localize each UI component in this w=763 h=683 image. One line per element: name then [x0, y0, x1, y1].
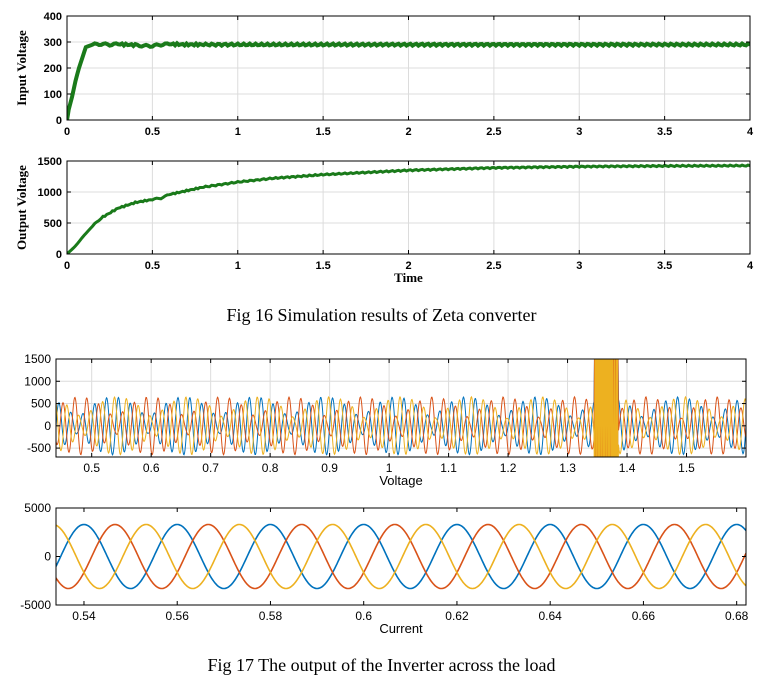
inverter-current-ytick-label: 0: [44, 550, 51, 564]
inverter-current-series-line-1: [56, 523, 746, 590]
output-voltage-plot-area: [67, 163, 750, 254]
input-voltage-xtick-label: 3: [576, 126, 582, 138]
inverter-voltage-xtick-label: 0.9: [321, 461, 338, 475]
output-voltage-xtick-label: 3.5: [657, 260, 672, 272]
inverter-voltage-ytick-label: 1500: [24, 352, 51, 366]
output-voltage-xlabel: Time: [394, 270, 423, 285]
input-voltage-xtick-label: 1: [235, 126, 241, 138]
input-voltage-series-line: [67, 40, 750, 120]
inverter-voltage-ytick-label: 0: [44, 419, 51, 433]
input-voltage-xtick-label: 1.5: [315, 126, 330, 138]
inverter-voltage-axes-frame: [55, 358, 747, 458]
output-voltage-xtick-label: 2.5: [486, 260, 501, 272]
input-voltage-ylabel: Input Voltage: [14, 30, 29, 106]
inverter-voltage-xlabel: Voltage: [379, 473, 422, 488]
output-voltage-ytick-label: 0: [56, 249, 62, 261]
input-voltage-xtick-label: 4: [747, 126, 754, 138]
inverter-voltage-ytick-label: 1000: [24, 374, 51, 388]
inverter-voltage-series-line-1: [56, 359, 746, 457]
inverter-current-xtick-label: 0.58: [259, 609, 283, 623]
figure17-caption: Fig 17 The output of the Inverter across…: [207, 655, 556, 675]
inverter-current-series-line-3: [56, 523, 746, 590]
figure16-caption: Fig 16 Simulation results of Zeta conver…: [226, 305, 537, 325]
input-voltage-ytick-label: 0: [56, 115, 62, 127]
inverter-voltage-xtick-label: 0.8: [262, 461, 279, 475]
inverter-current-xtick-label: 0.56: [166, 609, 190, 623]
output-voltage-xtick-label: 1.5: [315, 260, 330, 272]
inverter-current-plot-area: [56, 523, 746, 590]
inverter-voltage-ytick-label: -500: [27, 441, 51, 455]
output-voltage-xtick-label: 0: [64, 260, 70, 272]
input-voltage-xtick-label: 0: [64, 126, 70, 138]
inverter-voltage-xtick-label: 0.6: [143, 461, 160, 475]
inverter-voltage-xtick-label: 1.5: [678, 461, 695, 475]
inverter-current-xtick-label: 0.54: [72, 609, 96, 623]
output-voltage-ytick-label: 1500: [38, 156, 62, 168]
input-voltage-xtick-label: 0.5: [145, 126, 160, 138]
input-voltage-ytick-label: 200: [44, 63, 62, 75]
input-voltage-ytick-label: 100: [44, 89, 62, 101]
output-voltage-ytick-label: 1000: [38, 187, 62, 199]
output-voltage-xtick-label: 1: [235, 260, 241, 272]
input-voltage-xtick-label: 3.5: [657, 126, 672, 138]
output-voltage-xtick-label: 0.5: [145, 260, 160, 272]
inverter-voltage-ytick-label: 500: [31, 397, 51, 411]
inverter-voltage-xtick-label: 0.7: [202, 461, 219, 475]
input-voltage-ytick-label: 400: [44, 11, 62, 23]
inverter-current-xtick-label: 0.6: [355, 609, 372, 623]
output-voltage-ytick-label: 500: [44, 218, 62, 230]
output-voltage-series-line: [67, 163, 750, 254]
inverter-voltage-xtick-label: 1.2: [500, 461, 517, 475]
inverter-current-ytick-label: 5000: [24, 501, 51, 515]
inverter-current-xlabel: Current: [379, 621, 423, 636]
input-voltage-xtick-label: 2: [405, 126, 411, 138]
inverter-voltage-xtick-label: 0.5: [83, 461, 100, 475]
input-voltage-plot-area: [67, 40, 750, 120]
input-voltage-ytick-label: 300: [44, 37, 62, 49]
inverter-voltage-xtick-label: 1.3: [559, 461, 576, 475]
inverter-voltage-xtick-label: 1: [386, 461, 393, 475]
output-voltage-xtick-label: 4: [747, 260, 754, 272]
inverter-current-xtick-label: 0.66: [632, 609, 656, 623]
inverter-voltage-plot-area: [56, 359, 746, 457]
inverter-voltage-xtick-label: 1.4: [619, 461, 636, 475]
inverter-voltage-series-line-3: [56, 359, 746, 457]
inverter-current-xtick-label: 0.68: [725, 609, 749, 623]
inverter-current-ytick-label: -5000: [20, 598, 51, 612]
input-voltage-xtick-label: 2.5: [486, 126, 501, 138]
output-voltage-xtick-label: 3: [576, 260, 582, 272]
inverter-current-series-line-2: [56, 523, 746, 590]
inverter-current-xtick-label: 0.64: [539, 609, 563, 623]
inverter-current-axes-frame: [55, 507, 747, 606]
inverter-current-xtick-label: 0.62: [445, 609, 469, 623]
output-voltage-xtick-label: 2: [405, 260, 411, 272]
inverter-voltage-series-line-2: [56, 359, 746, 457]
output-voltage-ylabel: Output Voltage: [14, 165, 29, 250]
inverter-voltage-xtick-label: 1.1: [440, 461, 457, 475]
